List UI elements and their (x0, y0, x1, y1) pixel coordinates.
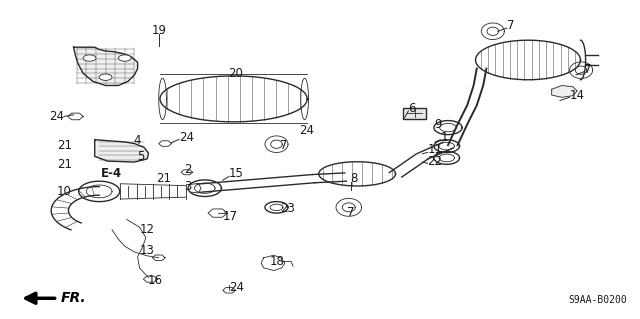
Text: 7: 7 (347, 206, 355, 219)
Text: 13: 13 (140, 244, 154, 257)
Text: 7: 7 (584, 63, 591, 76)
Text: 22: 22 (428, 155, 442, 167)
Text: 9: 9 (434, 118, 442, 131)
Text: 21: 21 (57, 158, 72, 171)
Polygon shape (95, 140, 148, 162)
Polygon shape (74, 47, 138, 85)
Text: 18: 18 (270, 255, 285, 268)
Text: 24: 24 (229, 281, 244, 293)
Text: 16: 16 (147, 274, 163, 287)
Text: S9AA-B0200: S9AA-B0200 (568, 295, 627, 305)
Text: 5: 5 (136, 150, 144, 163)
Text: 24: 24 (300, 124, 314, 137)
Bar (403, 108, 426, 119)
Text: 21: 21 (157, 172, 172, 185)
Polygon shape (552, 85, 577, 97)
Text: E-4: E-4 (101, 167, 122, 180)
Text: 24: 24 (49, 110, 64, 123)
Text: 17: 17 (223, 211, 237, 223)
Text: 6: 6 (408, 102, 416, 115)
Text: 7: 7 (280, 139, 288, 152)
Text: 11: 11 (428, 144, 442, 156)
Text: FR.: FR. (61, 291, 86, 305)
Text: 2: 2 (184, 163, 192, 175)
Text: 7: 7 (507, 19, 515, 32)
Text: 3: 3 (184, 180, 192, 193)
Text: 4: 4 (133, 134, 141, 147)
Text: 24: 24 (179, 131, 194, 144)
Text: 14: 14 (570, 89, 584, 101)
Text: 23: 23 (280, 203, 295, 215)
Text: 15: 15 (229, 167, 244, 180)
Text: 1: 1 (440, 131, 448, 144)
Text: 12: 12 (140, 223, 154, 236)
Text: 10: 10 (57, 185, 72, 198)
Text: 20: 20 (228, 67, 243, 80)
Circle shape (83, 55, 96, 61)
Text: 8: 8 (351, 172, 358, 185)
Circle shape (118, 55, 131, 61)
Text: 21: 21 (57, 139, 72, 152)
Circle shape (99, 74, 112, 80)
Text: 19: 19 (151, 24, 166, 37)
